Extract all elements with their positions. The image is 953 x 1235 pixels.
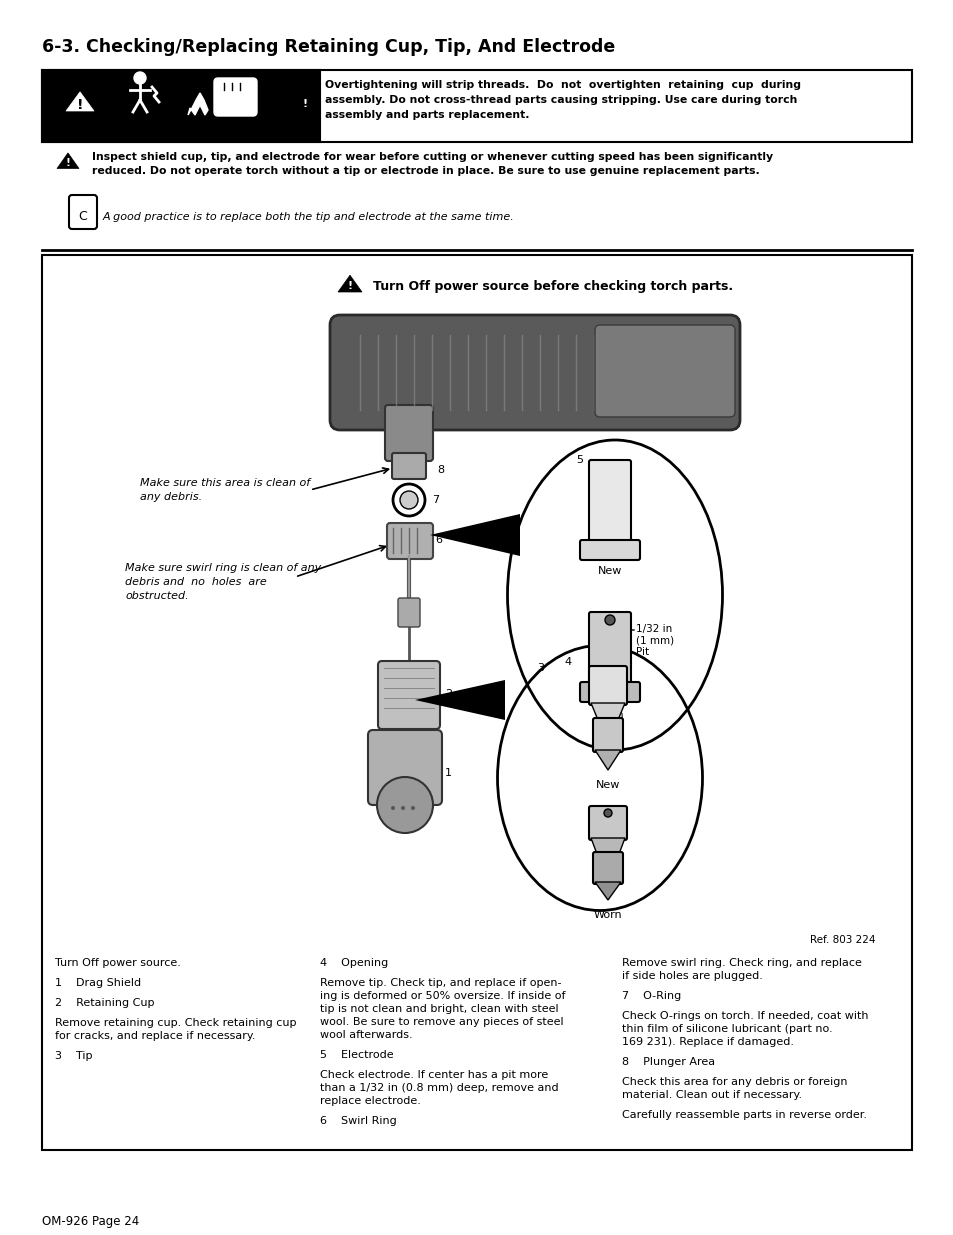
FancyBboxPatch shape — [213, 78, 256, 116]
Polygon shape — [337, 275, 361, 291]
FancyBboxPatch shape — [330, 315, 740, 430]
Text: thin film of silicone lubricant (part no.: thin film of silicone lubricant (part no… — [621, 1024, 832, 1034]
Circle shape — [399, 492, 417, 509]
Polygon shape — [590, 839, 624, 853]
FancyBboxPatch shape — [588, 806, 626, 840]
Text: 5: 5 — [576, 454, 582, 466]
Text: 2: 2 — [444, 689, 452, 699]
Polygon shape — [430, 514, 519, 556]
Text: Remove tip. Check tip, and replace if open-: Remove tip. Check tip, and replace if op… — [319, 978, 561, 988]
Text: than a 1/32 in (0.8 mm) deep, remove and: than a 1/32 in (0.8 mm) deep, remove and — [319, 1083, 558, 1093]
Polygon shape — [415, 680, 504, 720]
Text: 3: 3 — [537, 663, 543, 673]
Text: 3    Tip: 3 Tip — [55, 1051, 92, 1061]
FancyBboxPatch shape — [579, 682, 639, 701]
Text: material. Clean out if necessary.: material. Clean out if necessary. — [621, 1091, 801, 1100]
FancyBboxPatch shape — [368, 730, 441, 805]
FancyBboxPatch shape — [387, 522, 433, 559]
Text: 6    Swirl Ring: 6 Swirl Ring — [319, 1116, 396, 1126]
Text: A good practice is to replace both the tip and electrode at the same time.: A good practice is to replace both the t… — [103, 212, 515, 222]
Text: 1/32 in
(1 mm)
Pit: 1/32 in (1 mm) Pit — [636, 624, 674, 657]
Text: !: ! — [347, 282, 353, 291]
FancyBboxPatch shape — [588, 666, 626, 705]
FancyBboxPatch shape — [588, 613, 630, 692]
Text: 2    Retaining Cup: 2 Retaining Cup — [55, 998, 154, 1008]
Text: ing is deformed or 50% oversize. If inside of: ing is deformed or 50% oversize. If insi… — [319, 990, 565, 1002]
Text: replace electrode.: replace electrode. — [319, 1095, 420, 1107]
Polygon shape — [590, 703, 624, 720]
Bar — [42, 70, 319, 142]
Bar — [42, 70, 911, 142]
Polygon shape — [57, 153, 79, 168]
FancyBboxPatch shape — [595, 325, 734, 417]
FancyBboxPatch shape — [377, 661, 439, 729]
Circle shape — [391, 806, 395, 810]
Text: New: New — [596, 781, 619, 790]
Text: Carefully reassemble parts in reverse order.: Carefully reassemble parts in reverse or… — [621, 1110, 866, 1120]
Text: C: C — [78, 210, 88, 222]
Polygon shape — [66, 91, 94, 111]
Text: Worn: Worn — [595, 710, 623, 720]
Polygon shape — [595, 882, 620, 900]
Text: !: ! — [66, 158, 71, 168]
FancyBboxPatch shape — [579, 540, 639, 559]
Text: if side holes are plugged.: if side holes are plugged. — [621, 971, 762, 981]
Text: 5    Electrode: 5 Electrode — [319, 1050, 394, 1060]
Text: tip is not clean and bright, clean with steel: tip is not clean and bright, clean with … — [319, 1004, 558, 1014]
Text: 1: 1 — [444, 768, 452, 778]
FancyBboxPatch shape — [385, 405, 433, 461]
Circle shape — [400, 806, 405, 810]
Circle shape — [604, 615, 615, 625]
Text: Check this area for any debris or foreign: Check this area for any debris or foreig… — [621, 1077, 846, 1087]
FancyBboxPatch shape — [593, 718, 622, 752]
Text: obstructed.: obstructed. — [125, 592, 189, 601]
Text: 6-3. Checking/Replacing Retaining Cup, Tip, And Electrode: 6-3. Checking/Replacing Retaining Cup, T… — [42, 38, 615, 56]
Text: 169 231). Replace if damaged.: 169 231). Replace if damaged. — [621, 1037, 793, 1047]
Text: Worn: Worn — [593, 910, 621, 920]
Text: Turn Off power source before checking torch parts.: Turn Off power source before checking to… — [373, 280, 732, 293]
FancyBboxPatch shape — [397, 598, 419, 627]
Text: 8: 8 — [436, 466, 444, 475]
Text: Ref. 803 224: Ref. 803 224 — [809, 935, 875, 945]
Text: 7    O-Ring: 7 O-Ring — [621, 990, 680, 1002]
Text: Check O-rings on torch. If needed, coat with: Check O-rings on torch. If needed, coat … — [621, 1011, 867, 1021]
Text: Inspect shield cup, tip, and electrode for wear before cutting or whenever cutti: Inspect shield cup, tip, and electrode f… — [91, 152, 772, 162]
Text: wool. Be sure to remove any pieces of steel: wool. Be sure to remove any pieces of st… — [319, 1016, 563, 1028]
Text: 7: 7 — [432, 495, 438, 505]
FancyBboxPatch shape — [593, 852, 622, 884]
FancyBboxPatch shape — [588, 459, 630, 550]
Bar — [42, 254, 911, 1150]
Text: Turn Off power source.: Turn Off power source. — [55, 958, 181, 968]
Text: OM-926 Page 24: OM-926 Page 24 — [42, 1215, 139, 1228]
Polygon shape — [293, 93, 316, 110]
Text: 6: 6 — [435, 535, 441, 545]
Text: Check electrode. If center has a pit more: Check electrode. If center has a pit mor… — [319, 1070, 548, 1079]
Text: any debris.: any debris. — [140, 492, 202, 501]
Text: Remove swirl ring. Check ring, and replace: Remove swirl ring. Check ring, and repla… — [621, 958, 861, 968]
Circle shape — [133, 72, 146, 84]
Text: debris and  no  holes  are: debris and no holes are — [125, 577, 267, 587]
FancyBboxPatch shape — [392, 453, 426, 479]
Text: Overtightening will strip threads.  Do  not  overtighten  retaining  cup  during: Overtightening will strip threads. Do no… — [325, 80, 801, 90]
Text: wool afterwards.: wool afterwards. — [319, 1030, 413, 1040]
Text: 4: 4 — [563, 657, 571, 667]
Text: Make sure this area is clean of: Make sure this area is clean of — [140, 478, 310, 488]
Text: !: ! — [76, 98, 83, 111]
Text: 1    Drag Shield: 1 Drag Shield — [55, 978, 141, 988]
Circle shape — [411, 806, 415, 810]
Text: for cracks, and replace if necessary.: for cracks, and replace if necessary. — [55, 1031, 255, 1041]
Text: assembly. Do not cross-thread parts causing stripping. Use care during torch: assembly. Do not cross-thread parts caus… — [325, 95, 797, 105]
Text: assembly and parts replacement.: assembly and parts replacement. — [325, 110, 529, 120]
Text: Make sure swirl ring is clean of any: Make sure swirl ring is clean of any — [125, 563, 321, 573]
Text: Remove retaining cup. Check retaining cup: Remove retaining cup. Check retaining cu… — [55, 1018, 296, 1028]
Text: New: New — [598, 566, 621, 576]
Text: 8    Plunger Area: 8 Plunger Area — [621, 1057, 715, 1067]
Polygon shape — [595, 750, 620, 769]
Text: 4    Opening: 4 Opening — [319, 958, 388, 968]
Circle shape — [603, 809, 612, 818]
Polygon shape — [188, 93, 208, 115]
Text: reduced. Do not operate torch without a tip or electrode in place. Be sure to us: reduced. Do not operate torch without a … — [91, 165, 759, 177]
Text: !: ! — [302, 99, 307, 110]
Circle shape — [376, 777, 433, 832]
